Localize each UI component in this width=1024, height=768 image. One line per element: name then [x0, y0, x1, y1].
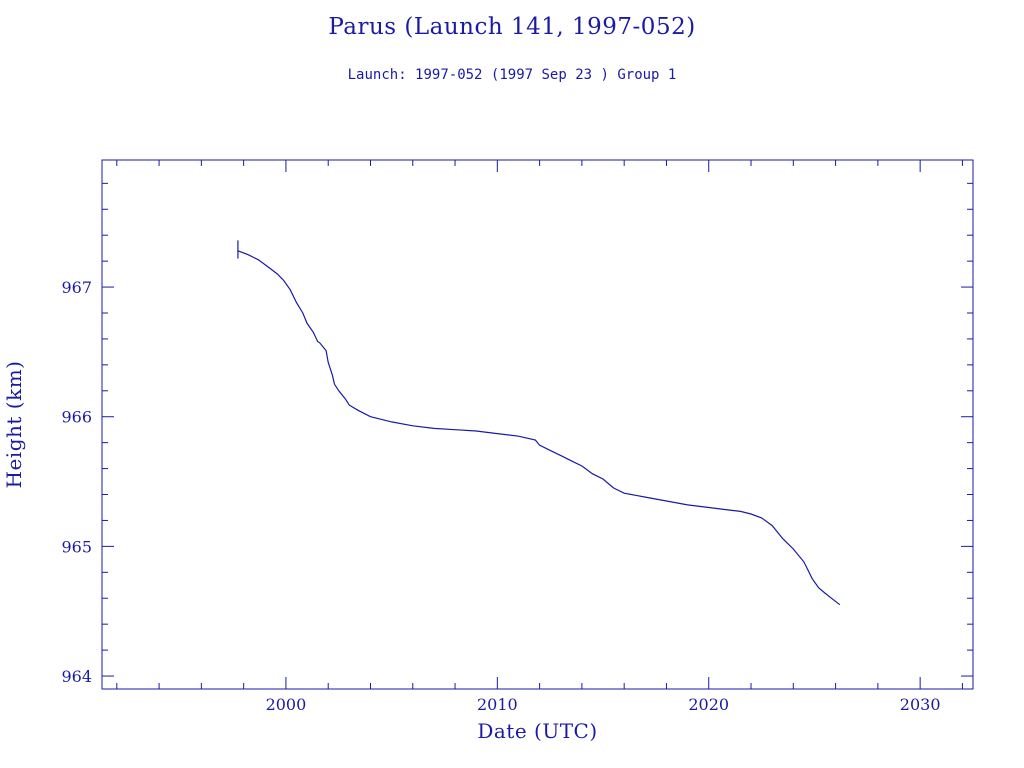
- y-tick-label: 966: [61, 408, 92, 427]
- chart-title: Parus (Launch 141, 1997-052): [328, 14, 696, 40]
- axis-ticks: [102, 160, 973, 689]
- y-tick-label: 965: [61, 537, 92, 556]
- plot-frame: [101, 159, 974, 690]
- x-axis-label: Date (UTC): [477, 719, 597, 743]
- y-axis-label: Height (km): [2, 361, 26, 489]
- x-tick-label: 2000: [266, 695, 307, 714]
- x-tick-label: 2030: [900, 695, 941, 714]
- chart-subtitle: Launch: 1997-052 (1997 Sep 23 ) Group 1: [347, 67, 677, 83]
- y-tick-label: 967: [61, 278, 92, 297]
- x-tick-label: 2020: [688, 695, 729, 714]
- height-series-line: [237, 250, 841, 606]
- axis-tick-labels: 2000 2010 2020 2030 964 965 966 967: [61, 278, 940, 714]
- y-tick-label: 964: [61, 667, 92, 686]
- x-tick-label: 2010: [477, 695, 518, 714]
